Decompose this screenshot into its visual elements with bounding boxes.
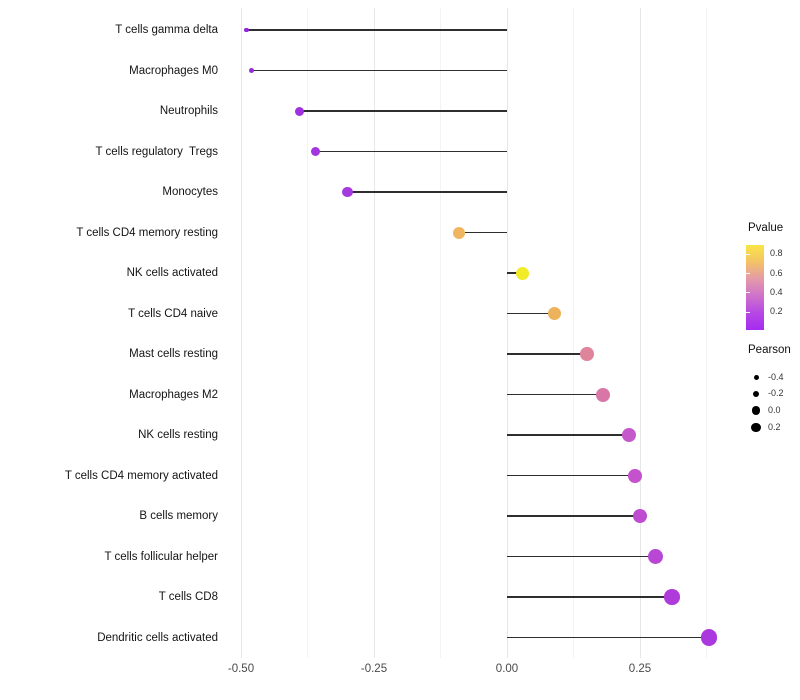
stem-line <box>507 474 635 477</box>
size-legend-label: -0.2 <box>768 388 784 399</box>
stem-line <box>507 636 710 639</box>
data-point <box>595 387 610 402</box>
minor-gridline <box>706 8 707 658</box>
x-axis-tick-label: 0.25 <box>628 663 652 675</box>
y-axis-label: NK cells activated <box>126 267 218 279</box>
stem-line <box>507 434 630 436</box>
pvalue-legend-title: Pvalue <box>748 222 784 234</box>
colorbar-tick <box>746 311 750 313</box>
stem-line <box>299 110 507 112</box>
stem-line <box>347 191 507 193</box>
pearson-legend-title: Pearson <box>748 344 791 356</box>
data-point <box>627 468 642 483</box>
y-axis-label: T cells follicular helper <box>104 550 218 563</box>
colorbar-tick <box>746 292 750 294</box>
data-point <box>310 146 321 157</box>
data-point <box>580 347 594 361</box>
colorbar-tick-label: 0.2 <box>770 306 783 317</box>
size-legend-dot <box>752 390 760 398</box>
major-gridline <box>240 8 242 658</box>
y-axis-label: Mast cells resting <box>129 348 218 360</box>
y-axis-label: T cells CD4 naive <box>128 307 218 320</box>
stem-line <box>507 515 640 517</box>
y-axis-label: Monocytes <box>162 186 218 198</box>
size-legend-label: -0.4 <box>768 371 784 382</box>
data-point <box>249 68 255 73</box>
data-point <box>700 629 718 646</box>
colorbar-tick <box>746 273 750 274</box>
data-point <box>342 186 353 198</box>
size-legend-label: 0.2 <box>768 421 781 432</box>
size-legend-dot <box>753 374 759 380</box>
size-legend-dot <box>751 422 761 433</box>
colorbar-tick <box>746 253 750 255</box>
y-axis-label: Neutrophils <box>159 105 218 117</box>
plot-panel <box>227 8 732 658</box>
y-axis-label: B cells memory <box>139 510 218 522</box>
stem-line <box>507 353 587 355</box>
x-axis-tick-label: 0.00 <box>495 663 519 675</box>
x-axis-tick-label: -0.50 <box>227 663 255 675</box>
major-gridline <box>639 8 641 658</box>
data-point <box>622 428 637 442</box>
data-point <box>295 106 305 116</box>
stem-line <box>315 150 507 153</box>
size-legend-label: 0.0 <box>768 405 781 416</box>
data-point <box>548 307 562 320</box>
minor-gridline <box>440 8 441 658</box>
y-axis-label: NK cells resting <box>138 429 218 441</box>
stem-line <box>459 231 507 234</box>
stem-line <box>251 69 507 72</box>
minor-gridline <box>307 8 308 658</box>
colorbar-tick-label: 0.8 <box>770 248 783 259</box>
size-legend-dot <box>751 406 761 415</box>
x-axis-tick-label: -0.25 <box>360 663 388 675</box>
y-axis-label: Macrophages M0 <box>129 64 218 77</box>
data-point <box>648 549 664 564</box>
y-axis-label: T cells regulatory Tregs <box>95 145 218 158</box>
colorbar-tick-label: 0.4 <box>770 286 783 297</box>
colorbar-tick-label: 0.6 <box>770 267 783 278</box>
pvalue-colorbar <box>746 245 764 330</box>
stem-line <box>507 272 523 274</box>
stem-line <box>246 29 507 31</box>
y-axis-label: Dendritic cells activated <box>97 631 218 644</box>
y-axis-label: T cells CD4 memory resting <box>76 226 218 239</box>
data-point <box>516 266 530 280</box>
major-gridline <box>373 8 375 658</box>
stem-line <box>507 596 672 598</box>
y-axis-label: T cells gamma delta <box>115 24 218 36</box>
stem-line <box>507 555 656 558</box>
data-point <box>664 589 680 605</box>
y-axis-label: T cells CD8 <box>158 591 218 603</box>
y-axis-label: Macrophages M2 <box>129 388 218 401</box>
major-gridline <box>506 8 508 658</box>
data-point <box>244 27 249 33</box>
y-axis-label: T cells CD4 memory activated <box>64 469 218 482</box>
stem-line <box>507 312 555 315</box>
data-point <box>453 226 466 239</box>
stem-line <box>507 393 603 396</box>
minor-gridline <box>573 8 574 658</box>
data-point <box>632 508 648 524</box>
